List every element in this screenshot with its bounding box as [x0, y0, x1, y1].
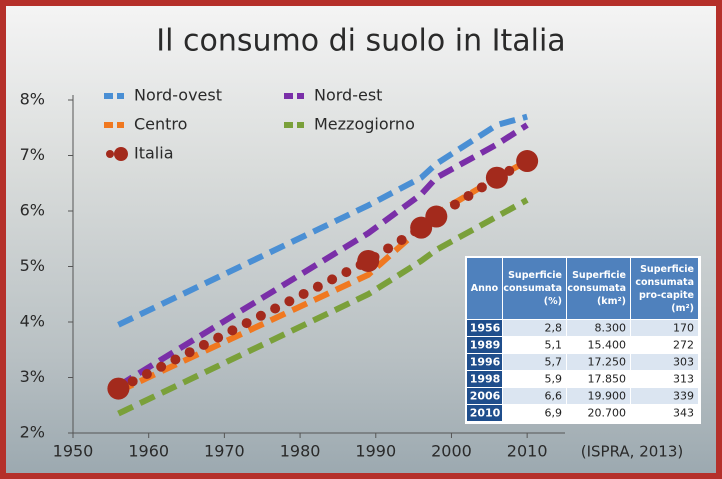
y-tick-label: 6%	[20, 201, 45, 220]
legend-label: Italia	[134, 144, 174, 163]
table-header: Superficie consumata pro-capite (m²)	[631, 258, 698, 319]
table-cell-text: 303	[673, 356, 694, 369]
y-tick-label: 3%	[20, 367, 45, 386]
data-point	[516, 150, 538, 172]
table-cell-text: 339	[673, 390, 694, 403]
table-cell-text: 1998	[470, 373, 501, 386]
x-tick-label: 1990	[355, 442, 396, 461]
data-point	[486, 167, 508, 189]
table-header-box: Superficie consumata (km²)	[567, 258, 630, 319]
table-cell-text: 8.300	[595, 322, 627, 335]
table-header: Superficie consumata (km²)	[567, 258, 630, 319]
y-tick-label: 2%	[20, 423, 45, 442]
chart-title: Il consumo di suolo in Italia	[156, 24, 565, 59]
y-tick-label: 4%	[20, 312, 45, 331]
table-cell-text: 1956	[470, 322, 501, 335]
table-cell-text: 2006	[470, 390, 501, 403]
legend-label: Nord-ovest	[134, 86, 222, 105]
table-header: Superficie consumata (%)	[503, 258, 566, 319]
table-cell-text: 313	[673, 373, 694, 386]
table-header-box: Superficie consumata (%)	[503, 258, 566, 319]
table-cell-text: 17.850	[588, 373, 627, 386]
y-tick-label: 8%	[20, 90, 45, 109]
table-cell-text: 1989	[470, 339, 501, 352]
table-cell-text: 17.250	[588, 356, 627, 369]
legend-marker	[106, 150, 114, 158]
table-cell-text: 6,6	[545, 390, 563, 403]
table-cell-text: 5,9	[545, 373, 563, 386]
data-point	[357, 250, 379, 272]
table-cell-text: 5,7	[545, 356, 563, 369]
y-tick-label: 5%	[20, 256, 45, 275]
table-cell-text: 2010	[470, 407, 501, 420]
legend-label: Mezzogiorno	[314, 115, 415, 134]
y-tick-label: 7%	[20, 145, 45, 164]
chart: Il consumo di suolo in Italia (ISPRA, 20…	[0, 0, 722, 479]
legend-label: Centro	[134, 115, 187, 134]
table-cell-text: 5,1	[545, 339, 563, 352]
x-tick-label: 1960	[128, 442, 169, 461]
table-header: Anno	[467, 258, 502, 319]
x-tick-label: 1950	[53, 442, 94, 461]
legend-label: Nord-est	[314, 86, 382, 105]
legend-marker	[114, 147, 128, 161]
x-tick-label: 1980	[280, 442, 321, 461]
x-tick-label: 2000	[431, 442, 472, 461]
table-header-box: Anno	[467, 258, 502, 319]
data-point	[425, 206, 447, 228]
table-cell-text: 15.400	[588, 339, 627, 352]
page: Il consumo di suolo in Italia (ISPRA, 20…	[0, 0, 722, 479]
x-tick-label: 1970	[204, 442, 245, 461]
data-point	[107, 378, 129, 400]
table-cell-text: 1996	[470, 356, 501, 369]
table-cell-text: 6,9	[545, 407, 563, 420]
table-header-box: Superficie consumata pro-capite (m²)	[631, 258, 698, 319]
table-cell-text: 20.700	[588, 407, 627, 420]
table-cell-text: 170	[673, 322, 694, 335]
table-cell-text: 272	[673, 339, 694, 352]
table-cell-text: 2,8	[545, 322, 563, 335]
source: (ISPRA, 2013)	[581, 443, 683, 461]
table-cell-text: 343	[673, 407, 694, 420]
table-cell-text: 19.900	[588, 390, 627, 403]
x-tick-label: 2010	[507, 442, 548, 461]
